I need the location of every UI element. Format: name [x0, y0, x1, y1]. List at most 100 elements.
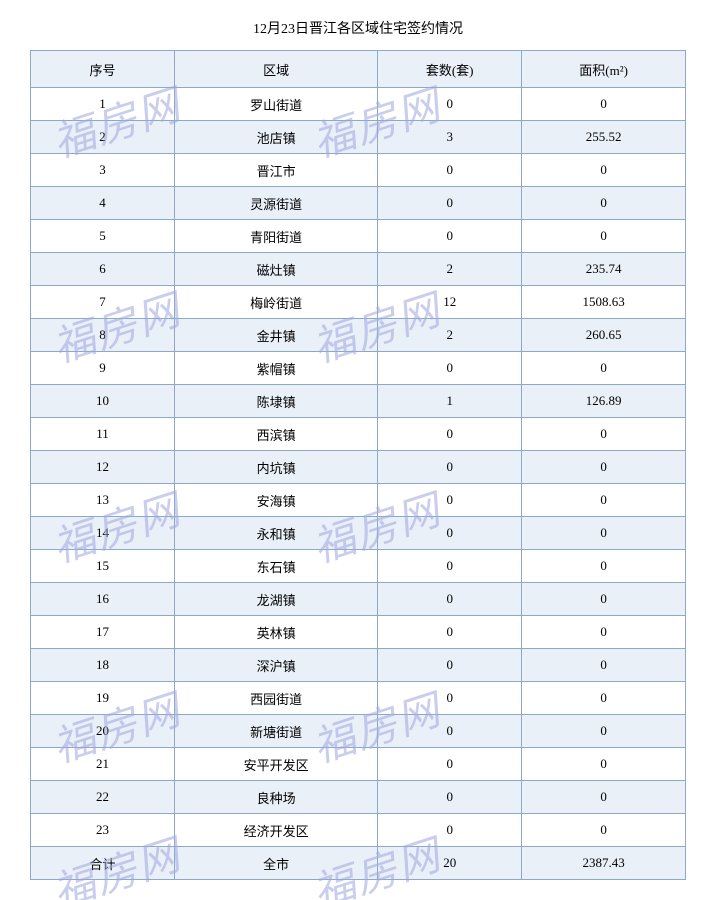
col-header-size: 面积(m²): [522, 51, 686, 88]
table-cell: 东石镇: [175, 550, 378, 583]
table-row: 4灵源街道00: [31, 187, 686, 220]
table-cell: 新塘街道: [175, 715, 378, 748]
page-container: 12月23日晋江各区域住宅签约情况 序号 区域 套数(套) 面积(m²) 1罗山…: [0, 0, 716, 900]
table-cell: 13: [31, 484, 175, 517]
table-cell: 合计: [31, 847, 175, 880]
table-cell: 0: [522, 550, 686, 583]
table-cell: 经济开发区: [175, 814, 378, 847]
table-cell: 0: [522, 715, 686, 748]
table-cell: 2387.43: [522, 847, 686, 880]
table-cell: 0: [522, 484, 686, 517]
table-row: 18深沪镇00: [31, 649, 686, 682]
table-cell: 0: [378, 451, 522, 484]
table-cell: 0: [378, 418, 522, 451]
table-cell: 255.52: [522, 121, 686, 154]
table-cell: 龙湖镇: [175, 583, 378, 616]
table-cell: 永和镇: [175, 517, 378, 550]
table-row: 14永和镇00: [31, 517, 686, 550]
table-cell: 0: [378, 352, 522, 385]
table-cell: 1: [378, 385, 522, 418]
table-cell: 0: [522, 418, 686, 451]
table-cell: 5: [31, 220, 175, 253]
table-cell: 西滨镇: [175, 418, 378, 451]
table-cell: 青阳街道: [175, 220, 378, 253]
table-cell: 12: [31, 451, 175, 484]
table-cell: 0: [522, 220, 686, 253]
table-row: 9紫帽镇00: [31, 352, 686, 385]
table-cell: 17: [31, 616, 175, 649]
table-cell: 0: [522, 682, 686, 715]
table-cell: 0: [378, 715, 522, 748]
table-cell: 梅岭街道: [175, 286, 378, 319]
table-cell: 0: [378, 748, 522, 781]
table-cell: 235.74: [522, 253, 686, 286]
table-row: 12内坑镇00: [31, 451, 686, 484]
table-cell: 2: [31, 121, 175, 154]
table-cell: 0: [522, 451, 686, 484]
table-row: 2池店镇3255.52: [31, 121, 686, 154]
table-row: 13安海镇00: [31, 484, 686, 517]
table-row: 22良种场00: [31, 781, 686, 814]
table-cell: 8: [31, 319, 175, 352]
table-cell: 6: [31, 253, 175, 286]
page-title: 12月23日晋江各区域住宅签约情况: [30, 18, 686, 38]
table-cell: 2: [378, 253, 522, 286]
table-row: 1罗山街道00: [31, 88, 686, 121]
col-header-count: 套数(套): [378, 51, 522, 88]
table-cell: 池店镇: [175, 121, 378, 154]
table-row: 23经济开发区00: [31, 814, 686, 847]
table-cell: 0: [522, 814, 686, 847]
table-cell: 安海镇: [175, 484, 378, 517]
table-cell: 紫帽镇: [175, 352, 378, 385]
table-cell: 金井镇: [175, 319, 378, 352]
table-cell: 14: [31, 517, 175, 550]
col-header-area: 区域: [175, 51, 378, 88]
table-cell: 0: [378, 781, 522, 814]
table-cell: 0: [522, 583, 686, 616]
table-cell: 3: [31, 154, 175, 187]
table-cell: 0: [378, 517, 522, 550]
table-cell: 18: [31, 649, 175, 682]
table-cell: 全市: [175, 847, 378, 880]
table-cell: 0: [522, 352, 686, 385]
table-cell: 0: [378, 154, 522, 187]
table-cell: 12: [378, 286, 522, 319]
table-cell: 15: [31, 550, 175, 583]
table-cell: 0: [378, 682, 522, 715]
table-head: 序号 区域 套数(套) 面积(m²): [31, 51, 686, 88]
table-row: 10陈埭镇1126.89: [31, 385, 686, 418]
table-cell: 9: [31, 352, 175, 385]
table-cell: 0: [378, 88, 522, 121]
table-cell: 23: [31, 814, 175, 847]
table-cell: 0: [378, 187, 522, 220]
table-cell: 2: [378, 319, 522, 352]
table-row: 20新塘街道00: [31, 715, 686, 748]
table-cell: 0: [378, 550, 522, 583]
table-row: 8金井镇2260.65: [31, 319, 686, 352]
table-cell: 0: [378, 814, 522, 847]
table-cell: 126.89: [522, 385, 686, 418]
table-cell: 陈埭镇: [175, 385, 378, 418]
table-cell: 安平开发区: [175, 748, 378, 781]
table-cell: 0: [378, 220, 522, 253]
table-row: 17英林镇00: [31, 616, 686, 649]
table-cell: 0: [522, 88, 686, 121]
table-cell: 0: [522, 781, 686, 814]
table-row: 5青阳街道00: [31, 220, 686, 253]
table-cell: 英林镇: [175, 616, 378, 649]
table-cell: 11: [31, 418, 175, 451]
table-cell: 1: [31, 88, 175, 121]
table-cell: 0: [522, 649, 686, 682]
table-row: 合计全市202387.43: [31, 847, 686, 880]
table-cell: 7: [31, 286, 175, 319]
table-cell: 3: [378, 121, 522, 154]
table-cell: 西园街道: [175, 682, 378, 715]
table-cell: 4: [31, 187, 175, 220]
table-row: 3晋江市00: [31, 154, 686, 187]
table-body: 1罗山街道002池店镇3255.523晋江市004灵源街道005青阳街道006磁…: [31, 88, 686, 880]
table-cell: 内坑镇: [175, 451, 378, 484]
table-cell: 灵源街道: [175, 187, 378, 220]
table-row: 6磁灶镇2235.74: [31, 253, 686, 286]
header-row: 序号 区域 套数(套) 面积(m²): [31, 51, 686, 88]
table-cell: 1508.63: [522, 286, 686, 319]
